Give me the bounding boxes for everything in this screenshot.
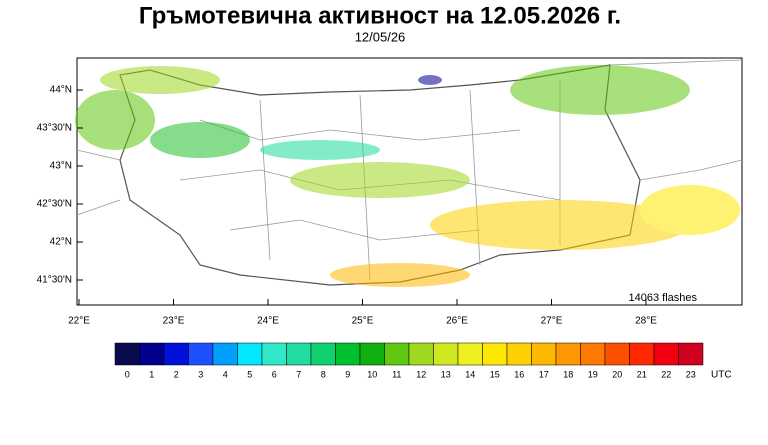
flash-count: 14063 flashes — [629, 292, 698, 304]
colorbar-label: 0 — [125, 369, 130, 379]
lon-label: 26°E — [446, 316, 468, 327]
colorbar-label: 8 — [321, 369, 326, 379]
lon-label: 25°E — [352, 316, 374, 327]
color-swatch — [482, 342, 508, 366]
colorbar-label: 18 — [563, 369, 573, 379]
colorbar-label: 7 — [296, 369, 301, 379]
color-swatch — [629, 342, 655, 366]
color-swatch — [531, 342, 557, 366]
lat-label: 42°30'N — [37, 199, 72, 210]
lon-label: 23°E — [163, 316, 185, 327]
color-swatch — [286, 342, 312, 366]
lon-label: 22°E — [68, 316, 90, 327]
color-swatch — [384, 342, 410, 366]
lat-label: 43°30'N — [37, 123, 72, 134]
colorbar-label: 13 — [441, 369, 451, 379]
colorbar-label: 16 — [514, 369, 524, 379]
color-swatch — [433, 342, 459, 366]
color-swatch — [335, 342, 361, 366]
color-swatch — [580, 342, 606, 366]
title: Гръмотевична активност на 12.05.2026 г. — [139, 2, 621, 29]
colorbar-label: 22 — [661, 369, 671, 379]
date: 12/05/26 — [355, 29, 406, 44]
lat-label: 43°N — [50, 161, 72, 172]
colorbar-label: 20 — [612, 369, 622, 379]
color-swatch — [237, 342, 263, 366]
color-swatch — [310, 342, 336, 366]
color-swatch — [163, 342, 189, 366]
colorbar-label: 14 — [465, 369, 475, 379]
lat-label: 44°N — [50, 85, 72, 96]
color-swatch — [653, 342, 679, 366]
colorbar-label: 5 — [247, 369, 252, 379]
colorbar-label: 17 — [539, 369, 549, 379]
colorbar-label: 12 — [416, 369, 426, 379]
lat-label: 41°30'N — [37, 275, 72, 286]
colorbar-label: 6 — [272, 369, 277, 379]
colorbar-label: 21 — [637, 369, 647, 379]
flash-clusters — [75, 65, 740, 287]
lat-label: 42°N — [50, 237, 72, 248]
colorbar-label: 1 — [149, 369, 154, 379]
color-swatch — [261, 342, 287, 366]
lon-label: 28°E — [635, 316, 657, 327]
color-swatch — [408, 342, 434, 366]
colorbar-label: 9 — [345, 369, 350, 379]
color-swatch — [555, 342, 581, 366]
color-swatch — [188, 342, 214, 366]
color-swatch — [506, 342, 532, 366]
color-swatch — [212, 342, 238, 366]
lon-label: 27°E — [541, 316, 563, 327]
color-swatch — [139, 342, 165, 366]
colorbar-label: 11 — [392, 369, 401, 379]
color-swatch — [457, 342, 483, 366]
color-swatch — [604, 342, 630, 366]
color-swatch — [114, 342, 140, 366]
colorbar-unit: UTC — [711, 370, 732, 381]
colorbar-label: 15 — [490, 369, 500, 379]
lon-label: 24°E — [257, 316, 279, 327]
color-swatch — [359, 342, 385, 366]
colorbar-label: 4 — [223, 369, 228, 379]
colorbar-label: 2 — [174, 369, 179, 379]
colorbar-label: 19 — [588, 369, 598, 379]
colorbar-label: 3 — [198, 369, 203, 379]
colorbar-label: 10 — [367, 369, 377, 379]
colorbar-label: 23 — [686, 369, 696, 379]
color-swatch — [678, 342, 704, 366]
